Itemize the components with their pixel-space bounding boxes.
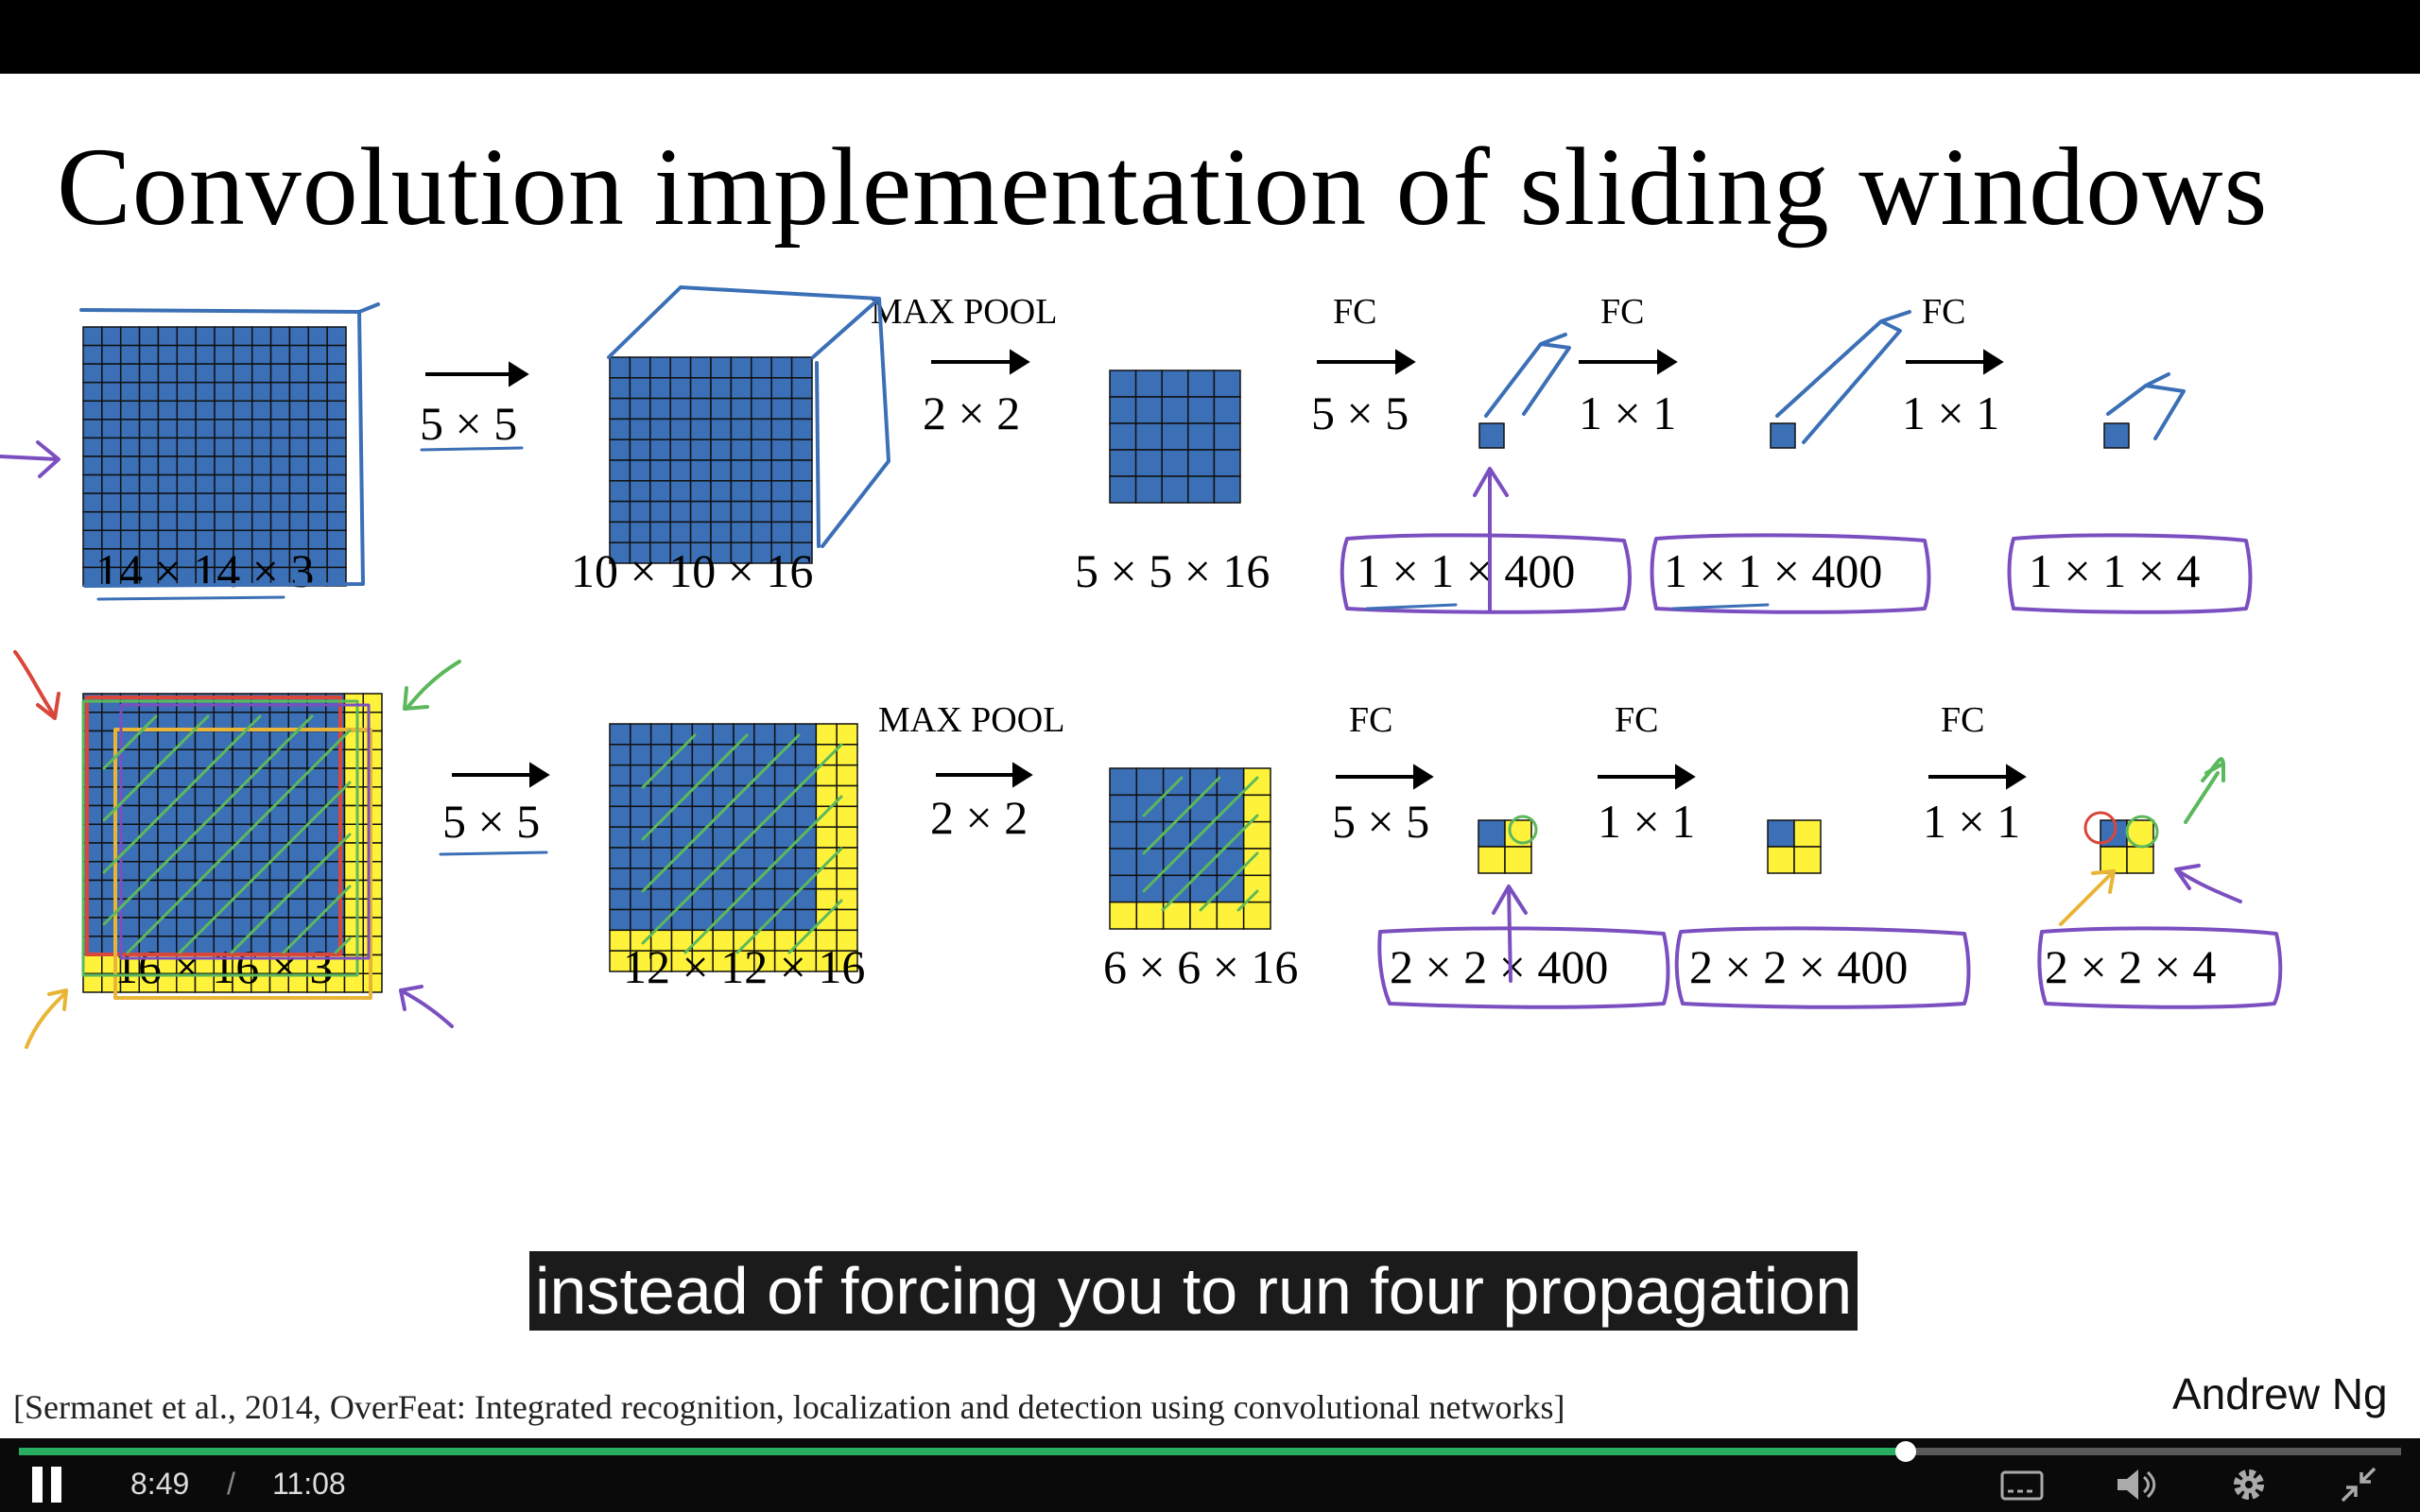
top-fc3-label: FC [1922,292,1965,332]
bottom-fc1-label: FC [1349,700,1392,740]
pause-icon[interactable] [32,1467,70,1503]
progress-bar[interactable] [19,1441,2401,1462]
bottom-layer1-grid [609,723,858,972]
subtitle-caption: instead of forcing you to run four propa… [529,1251,1858,1331]
top-out-dims: 1 × 1 × 4 [2029,544,2200,597]
top-fc2-dims: 1 × 1 × 400 [1664,544,1882,597]
top-fc3-size: 1 × 1 [1902,387,1999,439]
bottom-out-dims: 2 × 2 × 4 [2045,940,2216,993]
bottom-fc2-label: FC [1615,700,1658,740]
top-layer2-grid [1109,369,1241,504]
bottom-fc1-dims: 2 × 2 × 400 [1390,940,1608,993]
bottom-fc3-label: FC [1941,700,1984,740]
bottom-pool-label: MAX POOL [878,700,1064,740]
lecture-slide: 5 × 5 14 × 14 × 3 10 × 10 × 16 MAX POOL … [0,74,2420,1438]
top-fc1-label: FC [1333,292,1376,332]
captions-icon[interactable] [1998,1463,2046,1506]
top-pool-label: MAX POOL [871,292,1057,332]
bottom-layer1-dims: 12 × 12 × 16 [623,940,865,993]
top-fc2-label: FC [1600,292,1644,332]
progress-handle[interactable] [1894,1441,1916,1462]
top-layer1-dims: 10 × 10 × 16 [571,544,813,597]
slide-title: Convolution implementation of sliding wi… [57,125,2269,249]
time-separator: / [227,1467,235,1501]
annotation-box-bottom-fc2 [1674,926,1971,1009]
top-fc2-cell [1770,422,1796,449]
bottom-fc1-grid [1478,819,1532,874]
annotation-box-bottom-fc1 [1377,926,1670,1009]
top-layer2-dims: 5 × 5 × 16 [1075,544,1270,597]
current-time: 8:49 [130,1467,190,1501]
bottom-out-grid [2100,819,2154,874]
top-black-bar [0,0,2420,74]
top-input-grid [82,326,347,587]
annotation-box-top-fc2 [1650,533,1931,614]
top-input-dims: 14 × 14 × 3 [95,544,314,597]
progress-fill [19,1448,1906,1455]
annotation-box-bottom-out [2037,926,2283,1009]
top-layer1-grid [609,356,813,564]
duration: 11:08 [272,1467,346,1501]
bottom-conv-size: 5 × 5 [442,795,540,848]
bottom-layer2-grid [1109,767,1271,930]
bottom-fc2-grid [1767,819,1822,874]
bottom-fc3-size: 1 × 1 [1923,795,2020,848]
bottom-layer2-dims: 6 × 6 × 16 [1103,940,1298,993]
top-fc1-size: 5 × 5 [1311,387,1409,439]
author-name: Andrew Ng [2172,1369,2388,1418]
volume-icon[interactable] [2112,1463,2159,1506]
exit-fullscreen-icon[interactable] [2335,1463,2382,1506]
bottom-input-dims: 16 × 16 × 3 [114,940,333,993]
top-fc1-cell [1478,422,1505,449]
top-fc1-dims: 1 × 1 × 400 [1357,544,1575,597]
bottom-fc1-size: 5 × 5 [1332,795,1429,848]
video-player-controls: 8:49 / 11:08 [0,1438,2420,1512]
citation: [Sermanet et al., 2014, OverFeat: Integr… [13,1388,1565,1426]
bottom-input-grid [82,693,383,993]
settings-icon[interactable] [2225,1463,2273,1506]
bottom-fc2-size: 1 × 1 [1598,795,1695,848]
top-pool-size: 2 × 2 [923,387,1020,439]
diagram-canvas: 5 × 5 14 × 14 × 3 10 × 10 × 16 MAX POOL … [0,285,2283,1049]
annotation-box-top-out [2007,533,2253,614]
top-conv-size: 5 × 5 [420,397,517,450]
annotation-arrow-bottom [1492,885,1528,983]
top-out-cell [2103,422,2130,449]
bottom-pool-size: 2 × 2 [930,791,1028,844]
top-fc2-size: 1 × 1 [1579,387,1676,439]
annotation-arrow-top [1473,467,1509,612]
bottom-fc2-dims: 2 × 2 × 400 [1689,940,1908,993]
